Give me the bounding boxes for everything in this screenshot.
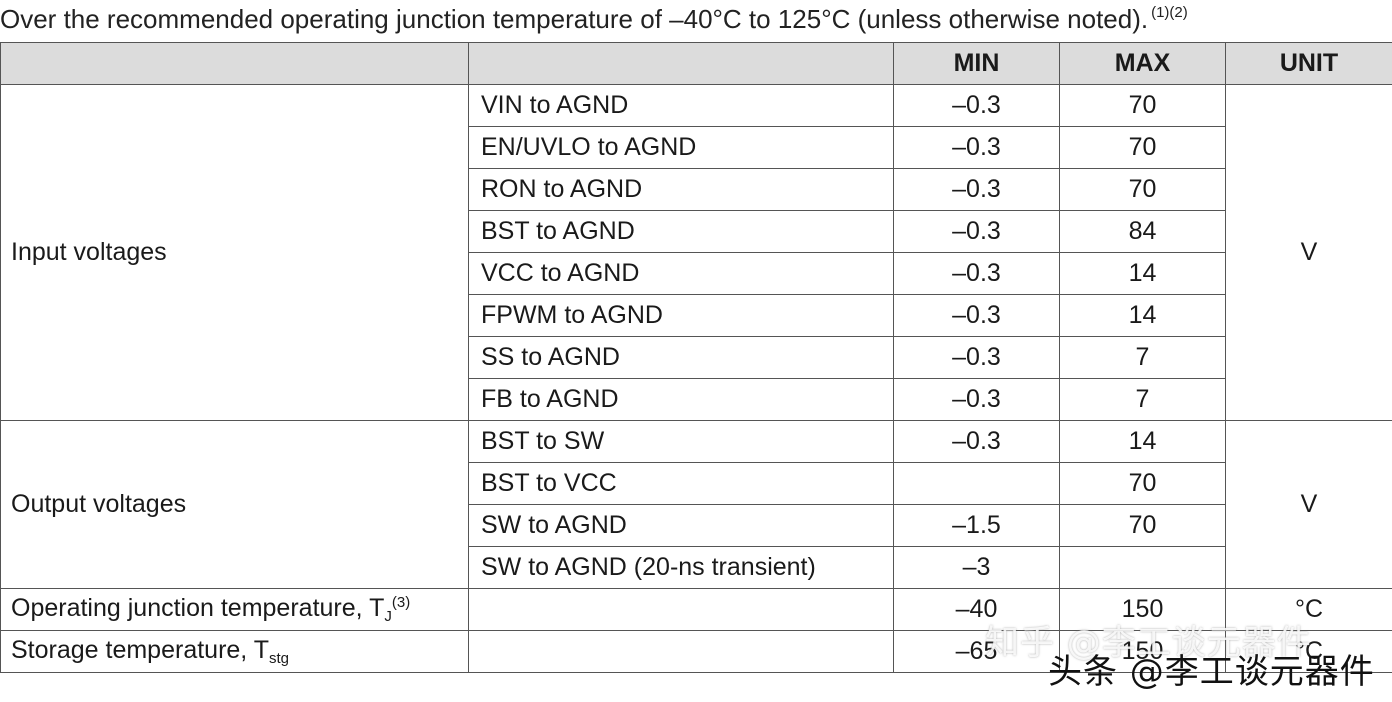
min-cell: –0.3	[893, 252, 1060, 295]
table-row: EN/UVLO to AGND –0.3 70	[1, 126, 1392, 169]
temperature-label-text: Storage temperature, T	[11, 636, 270, 664]
table-row: SW to AGND (20-ns transient) –3	[1, 546, 1392, 589]
min-cell	[893, 462, 1060, 505]
temperature-label: Operating junction temperature, TJ(3)	[0, 588, 469, 631]
table-row: Input voltages VIN to AGND –0.3 70 V	[0, 84, 1392, 421]
max-cell	[1059, 546, 1226, 589]
temperature-footnote: (3)	[391, 594, 411, 611]
min-cell: –0.3	[893, 126, 1060, 169]
temperature-subscript: J	[384, 608, 392, 625]
max-cell: 150	[1059, 588, 1226, 631]
table-row: Storage temperature, Tstg –65 150 °C	[0, 630, 1392, 673]
table-row: VCC to AGND –0.3 14	[1, 252, 1392, 295]
min-cell: –0.3	[893, 420, 1060, 463]
parameter-cell: VCC to AGND	[468, 252, 894, 295]
max-cell: 70	[1059, 126, 1226, 169]
table-header-row: MIN MAX UNIT	[0, 42, 1392, 85]
max-cell: 7	[1059, 336, 1226, 379]
min-cell: –1.5	[893, 504, 1060, 547]
max-cell: 14	[1059, 252, 1226, 295]
parameter-cell: EN/UVLO to AGND	[468, 126, 894, 169]
unit-cell: °C	[1225, 630, 1392, 673]
min-cell: –65	[893, 630, 1060, 673]
parameter-cell: FB to AGND	[468, 378, 894, 421]
absolute-maximum-ratings-table: MIN MAX UNIT Input voltages VIN to AGND …	[0, 42, 1392, 673]
min-cell: –40	[893, 588, 1060, 631]
caption-text: Over the recommended operating junction …	[0, 4, 1149, 34]
max-cell: 70	[1059, 462, 1226, 505]
parameter-cell	[468, 630, 894, 673]
header-max: MAX	[1059, 42, 1226, 85]
parameter-cell: SW to AGND (20-ns transient)	[468, 546, 894, 589]
min-cell: –0.3	[893, 84, 1060, 127]
caption-footnotes: (1)(2)	[1151, 4, 1188, 21]
min-cell: –3	[893, 546, 1060, 589]
header-min: MIN	[893, 42, 1060, 85]
max-cell: 14	[1059, 294, 1226, 337]
temperature-label-text: Operating junction temperature, T	[11, 594, 385, 622]
temperature-label: Storage temperature, Tstg	[0, 630, 469, 673]
unit-cell: V	[1225, 420, 1392, 589]
min-cell: –0.3	[893, 294, 1060, 337]
parameter-cell: BST to AGND	[468, 210, 894, 253]
table-row: Operating junction temperature, TJ(3) –4…	[0, 588, 1392, 631]
max-cell: 7	[1059, 378, 1226, 421]
min-cell: –0.3	[893, 210, 1060, 253]
parameter-cell: BST to SW	[468, 420, 894, 463]
group-label: Output voltages	[0, 420, 469, 589]
parameter-cell	[468, 588, 894, 631]
min-cell: –0.3	[893, 336, 1060, 379]
unit-cell: °C	[1225, 588, 1392, 631]
header-unit: UNIT	[1225, 42, 1392, 85]
group-label: Input voltages	[0, 84, 469, 421]
header-group	[0, 42, 469, 85]
max-cell: 150	[1059, 630, 1226, 673]
table-caption: Over the recommended operating junction …	[0, 0, 1188, 38]
table-row: FB to AGND –0.3 7	[1, 378, 1392, 421]
parameter-cell: RON to AGND	[468, 168, 894, 211]
parameter-cell: BST to VCC	[468, 462, 894, 505]
header-parameter	[468, 42, 894, 85]
max-cell: 70	[1059, 84, 1226, 127]
max-cell: 14	[1059, 420, 1226, 463]
min-cell: –0.3	[893, 168, 1060, 211]
parameter-cell: SS to AGND	[468, 336, 894, 379]
parameter-cell: FPWM to AGND	[468, 294, 894, 337]
table-row: Output voltages BST to SW –0.3 14 V	[0, 420, 1392, 589]
table-row: FPWM to AGND –0.3 14	[1, 294, 1392, 337]
max-cell: 84	[1059, 210, 1226, 253]
table-row: BST to VCC 70	[1, 462, 1392, 505]
max-cell: 70	[1059, 168, 1226, 211]
max-cell: 70	[1059, 504, 1226, 547]
temperature-subscript: stg	[269, 650, 290, 667]
unit-cell: V	[1225, 84, 1392, 421]
table-row: SS to AGND –0.3 7	[1, 336, 1392, 379]
table-row: SW to AGND –1.5 70	[1, 504, 1392, 547]
min-cell: –0.3	[893, 378, 1060, 421]
parameter-cell: VIN to AGND	[468, 84, 894, 127]
parameter-cell: SW to AGND	[468, 504, 894, 547]
